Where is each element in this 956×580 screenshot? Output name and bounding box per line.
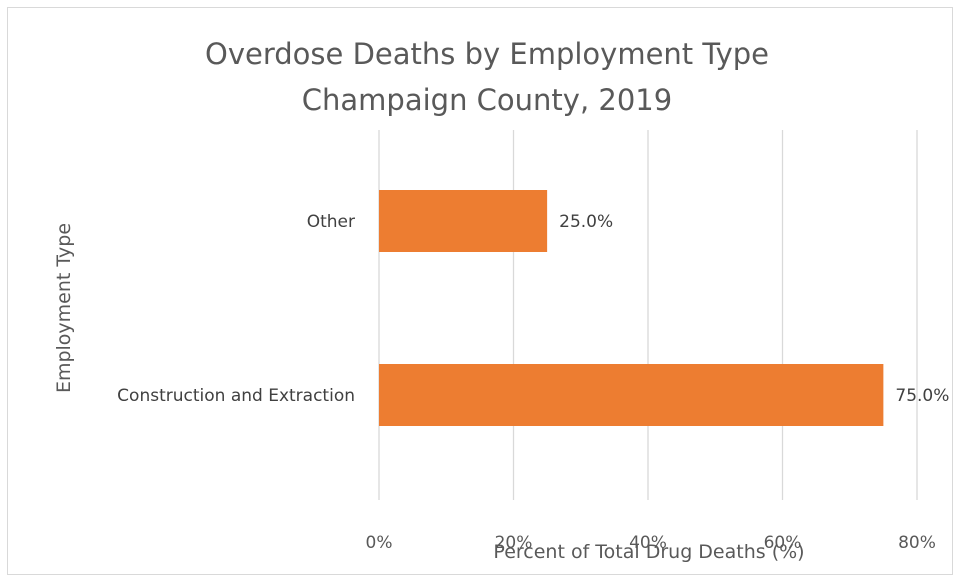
gridlines (378, 130, 918, 500)
data-labels: 25.0% 75.0% (559, 212, 949, 406)
category-label-0: Other (307, 212, 355, 232)
category-labels: Other Construction and Extraction (117, 212, 355, 406)
data-label-0: 25.0% (559, 212, 613, 232)
bar-0 (379, 190, 548, 252)
x-tick-label-60: 60% (764, 533, 802, 553)
chart-title-line-2: Champaign County, 2019 (302, 83, 672, 117)
bar-1 (379, 364, 884, 426)
data-label-1: 75.0% (895, 386, 949, 406)
y-axis-title: Employment Type (53, 223, 75, 393)
x-tick-label-0: 0% (366, 533, 393, 553)
bars (379, 190, 884, 426)
x-axis-title: Percent of Total Drug Deaths (%) (493, 541, 804, 563)
x-tick-label-20: 20% (495, 533, 533, 553)
chart-title-line-1: Overdose Deaths by Employment Type (205, 37, 769, 71)
chart-frame (7, 7, 953, 575)
x-tick-label-40: 40% (629, 533, 667, 553)
category-label-1: Construction and Extraction (117, 386, 355, 406)
x-tick-labels: 0% 20% 40% 60% 80% (366, 533, 936, 553)
x-tick-label-80: 80% (898, 533, 936, 553)
